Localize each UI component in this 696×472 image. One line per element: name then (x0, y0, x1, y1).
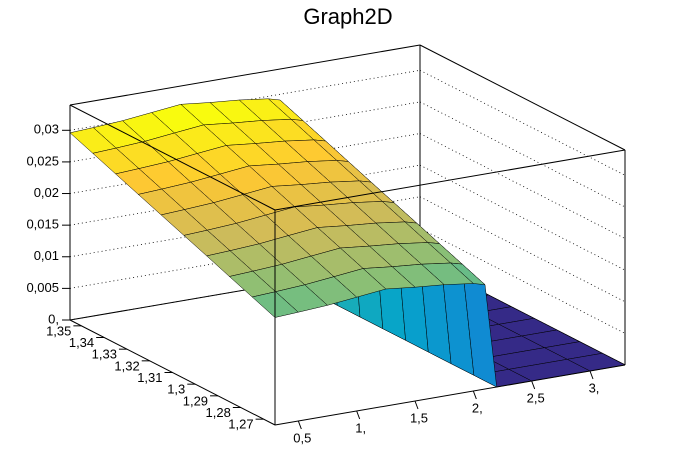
z-tick-label: 0, (48, 311, 59, 326)
chart-title: Graph2D (303, 4, 392, 29)
x-tick (531, 380, 536, 390)
box-edge (69, 104, 276, 211)
y-tick-label: 1,31 (137, 370, 162, 385)
z-tick-label: 0,03 (34, 122, 59, 137)
y-tick-label: 1,32 (114, 358, 139, 373)
z-tick-label: 0,015 (26, 217, 59, 232)
y-tick-label: 1,35 (46, 323, 71, 338)
y-tick-label: 1,3 (167, 382, 185, 397)
z-tick-label: 0,02 (34, 185, 59, 200)
x-tick (414, 400, 419, 410)
grid-line (419, 101, 626, 208)
x-tick-label: 3, (589, 380, 600, 395)
y-tick-label: 1,33 (92, 347, 117, 362)
grid-line (419, 69, 626, 176)
box-edge (274, 364, 626, 426)
y-tick-label: 1,27 (228, 417, 253, 432)
x-tick-label: 2,5 (527, 390, 545, 405)
x-tick (297, 420, 302, 430)
z-tick-label: 0,01 (34, 248, 59, 263)
x-tick-label: 1, (355, 420, 366, 435)
y-tick-label: 1,34 (69, 335, 94, 350)
x-tick-label: 0,5 (293, 430, 311, 445)
x-tick-label: 1,5 (410, 410, 428, 425)
y-tick-label: 1,28 (206, 405, 231, 420)
box-edge (419, 44, 626, 151)
x-tick (589, 370, 594, 380)
box-edge (274, 149, 626, 211)
x-tick (356, 410, 361, 420)
grid-line (419, 133, 626, 239)
x-tick-label: 2, (472, 400, 483, 415)
z-tick-label: 0,005 (26, 280, 59, 295)
y-tick-label: 1,29 (183, 393, 208, 408)
box-edge (69, 44, 421, 106)
x-tick (472, 390, 477, 400)
z-tick-label: 0,025 (26, 153, 59, 168)
